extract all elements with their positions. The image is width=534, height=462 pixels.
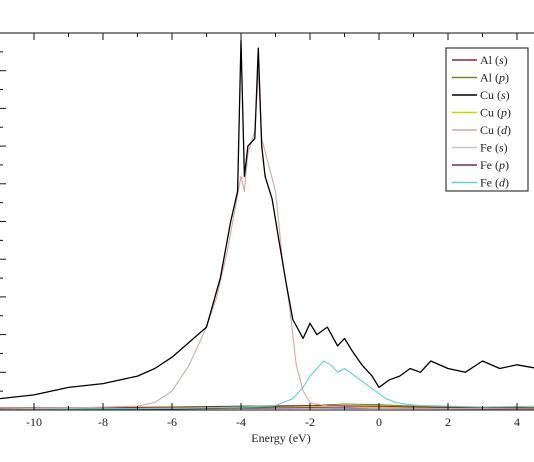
- legend-label: Fe (p): [480, 158, 509, 172]
- x-tick-label: 2: [445, 415, 451, 429]
- legend-box: [445, 47, 529, 192]
- x-ticks: -10 -8 -6 -4 -2 0 2 4: [26, 33, 520, 429]
- legend-label: Cu (s): [480, 88, 510, 102]
- x-minor-ticks: [68, 33, 483, 410]
- x-tick-label: -2: [305, 415, 315, 429]
- x-tick-label: -10: [26, 415, 42, 429]
- legend: Al (s) Al (p) Cu (s) Cu (p) Cu (d) Fe (s) Fe (…: [445, 47, 529, 192]
- legend-label: Fe (s): [480, 141, 508, 155]
- x-tick-label: 4: [514, 415, 520, 429]
- legend-label: Al (s): [480, 53, 508, 67]
- axes-layer: -10 -8 -6 -4 -2 0 2 4 Energy (eV): [0, 32, 534, 445]
- legend-label: Cu (p): [480, 106, 511, 120]
- legend-label: Fe (d): [480, 176, 509, 190]
- x-tick-label: 0: [376, 415, 382, 429]
- y-ticks: [0, 32, 6, 411]
- series-line-fe-d: [0, 360, 534, 410]
- x-tick-label: -6: [167, 415, 177, 429]
- x-tick-label: -4: [236, 415, 246, 429]
- legend-label: Al (p): [480, 71, 509, 85]
- series-line-cu-s: [0, 39, 534, 400]
- legend-label: Cu (d): [480, 123, 511, 137]
- x-axis-label: Energy (eV): [251, 431, 310, 445]
- x-tick-label: -8: [98, 415, 108, 429]
